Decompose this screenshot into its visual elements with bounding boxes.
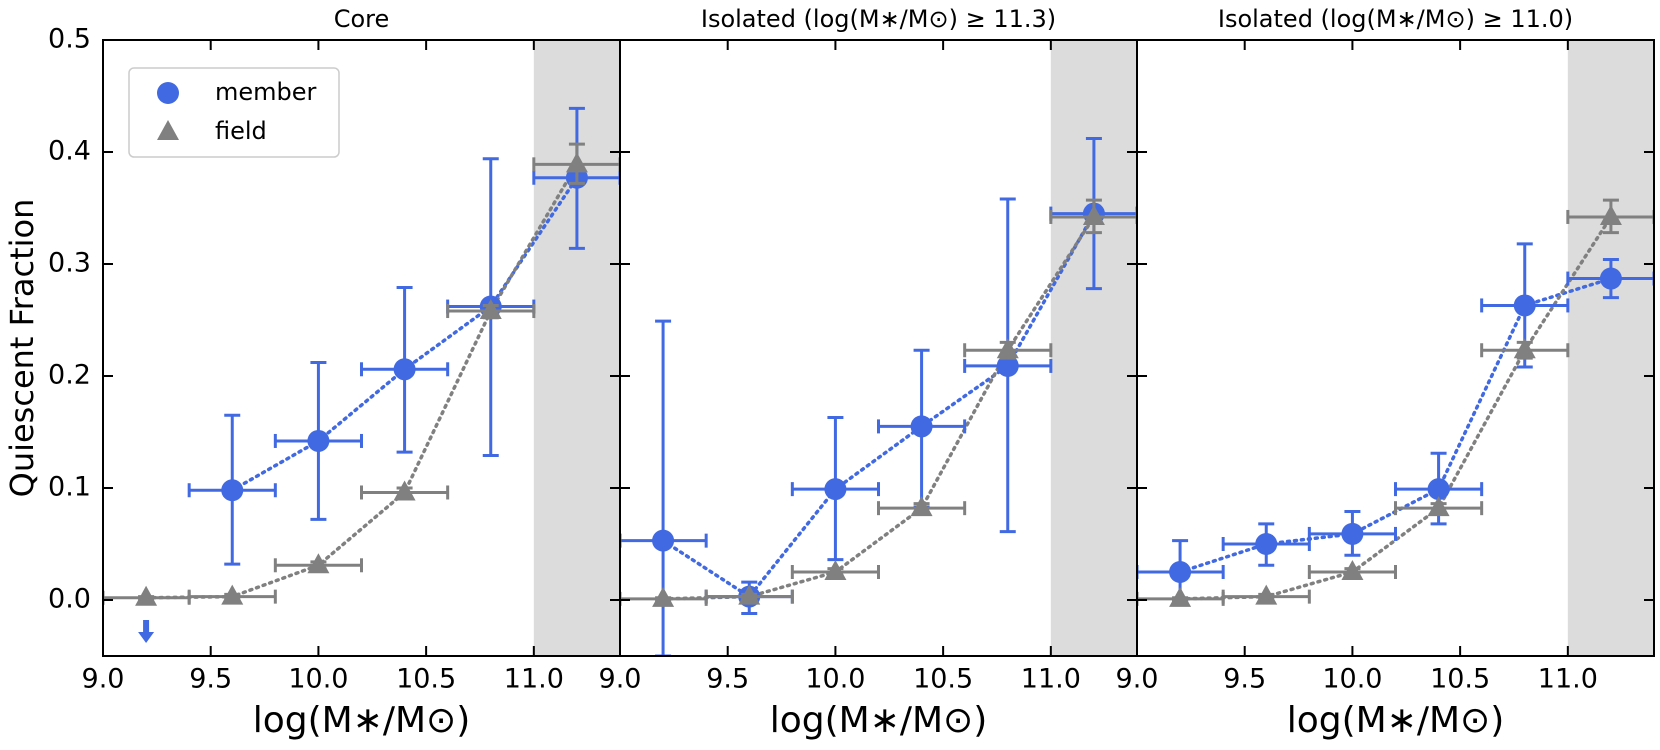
y-tick-label: 0.2 bbox=[48, 360, 91, 391]
field-marker bbox=[393, 480, 416, 501]
field-marker bbox=[221, 584, 244, 605]
x-axis-label: log(M∗/M⊙) bbox=[1287, 700, 1505, 741]
x-tick-label: 10.0 bbox=[288, 664, 348, 695]
field-marker bbox=[824, 560, 847, 580]
field-marker bbox=[1599, 204, 1622, 225]
y-tick-label: 0.3 bbox=[48, 248, 91, 279]
connecting-line bbox=[661, 211, 1096, 599]
x-tick-label: 9.0 bbox=[82, 664, 125, 695]
y-tick-label: 0.4 bbox=[48, 136, 91, 167]
upper-limit-arrow bbox=[138, 620, 155, 643]
connecting-line bbox=[661, 215, 1096, 601]
connecting-line bbox=[1178, 215, 1613, 601]
field-marker bbox=[738, 584, 761, 605]
member-marker bbox=[307, 429, 330, 452]
panel bbox=[1137, 40, 1654, 656]
legend-label: field bbox=[215, 117, 267, 145]
x-tick-label: 9.5 bbox=[189, 664, 232, 695]
member-marker bbox=[1427, 478, 1450, 501]
connecting-line bbox=[144, 162, 579, 600]
member-marker bbox=[1599, 267, 1622, 290]
legend-label: member bbox=[215, 78, 317, 106]
y-tick-label: 0.0 bbox=[48, 584, 91, 615]
field-marker bbox=[1427, 496, 1450, 517]
member-marker bbox=[910, 415, 933, 438]
field-marker bbox=[565, 152, 588, 173]
x-tick-label: 10.0 bbox=[805, 664, 865, 695]
panel-title: Isolated (log(M∗/M⊙) ≥ 11.0) bbox=[1218, 5, 1573, 33]
legend-marker bbox=[157, 120, 179, 140]
member-marker bbox=[1513, 294, 1536, 317]
axes-frame bbox=[1136, 39, 1655, 657]
member-marker bbox=[824, 478, 847, 501]
field-marker bbox=[996, 338, 1019, 359]
shaded-region bbox=[1050, 40, 1137, 656]
field-marker bbox=[1513, 338, 1536, 359]
member-marker bbox=[221, 479, 244, 502]
panel-title: Isolated (log(M∗/M⊙) ≥ 11.3) bbox=[701, 5, 1056, 33]
x-axis-label: log(M∗/M⊙) bbox=[253, 700, 471, 741]
x-tick-label: 11.0 bbox=[504, 664, 564, 695]
field-marker bbox=[479, 299, 502, 320]
y-axis-label: Quiescent Fraction bbox=[3, 199, 41, 498]
field-marker bbox=[1082, 204, 1105, 225]
x-tick-label: 9.5 bbox=[1223, 664, 1266, 695]
field-marker bbox=[1341, 560, 1364, 580]
member-marker bbox=[996, 354, 1019, 377]
panel bbox=[620, 40, 1137, 656]
x-tick-label: 9.0 bbox=[599, 664, 642, 695]
member-marker bbox=[1341, 522, 1364, 545]
member-marker bbox=[1255, 533, 1278, 555]
field-marker bbox=[652, 586, 675, 607]
field-marker bbox=[1255, 584, 1278, 605]
panel-title: Core bbox=[334, 5, 390, 33]
x-tick-label: 11.0 bbox=[1538, 664, 1598, 695]
member-marker bbox=[393, 358, 416, 381]
panel bbox=[103, 40, 620, 656]
y-tick-label: 0.5 bbox=[48, 24, 91, 55]
x-axis-label: log(M∗/M⊙) bbox=[770, 700, 988, 741]
x-tick-label: 10.0 bbox=[1322, 664, 1382, 695]
shaded-region bbox=[1567, 40, 1654, 656]
member-marker bbox=[652, 529, 675, 552]
legend-marker bbox=[157, 82, 179, 104]
legend-box bbox=[128, 67, 340, 158]
x-tick-label: 10.5 bbox=[396, 664, 456, 695]
x-tick-label: 10.5 bbox=[1430, 664, 1490, 695]
x-tick-label: 11.0 bbox=[1021, 664, 1081, 695]
field-marker bbox=[1169, 586, 1192, 607]
x-tick-label: 10.5 bbox=[913, 664, 973, 695]
field-marker bbox=[307, 553, 330, 574]
field-marker bbox=[910, 496, 933, 517]
member-marker bbox=[1169, 561, 1192, 583]
x-tick-label: 9.0 bbox=[1116, 664, 1159, 695]
x-tick-label: 9.5 bbox=[706, 664, 749, 695]
y-tick-label: 0.1 bbox=[48, 472, 91, 503]
legend: member field bbox=[128, 67, 340, 158]
field-marker bbox=[135, 585, 158, 606]
